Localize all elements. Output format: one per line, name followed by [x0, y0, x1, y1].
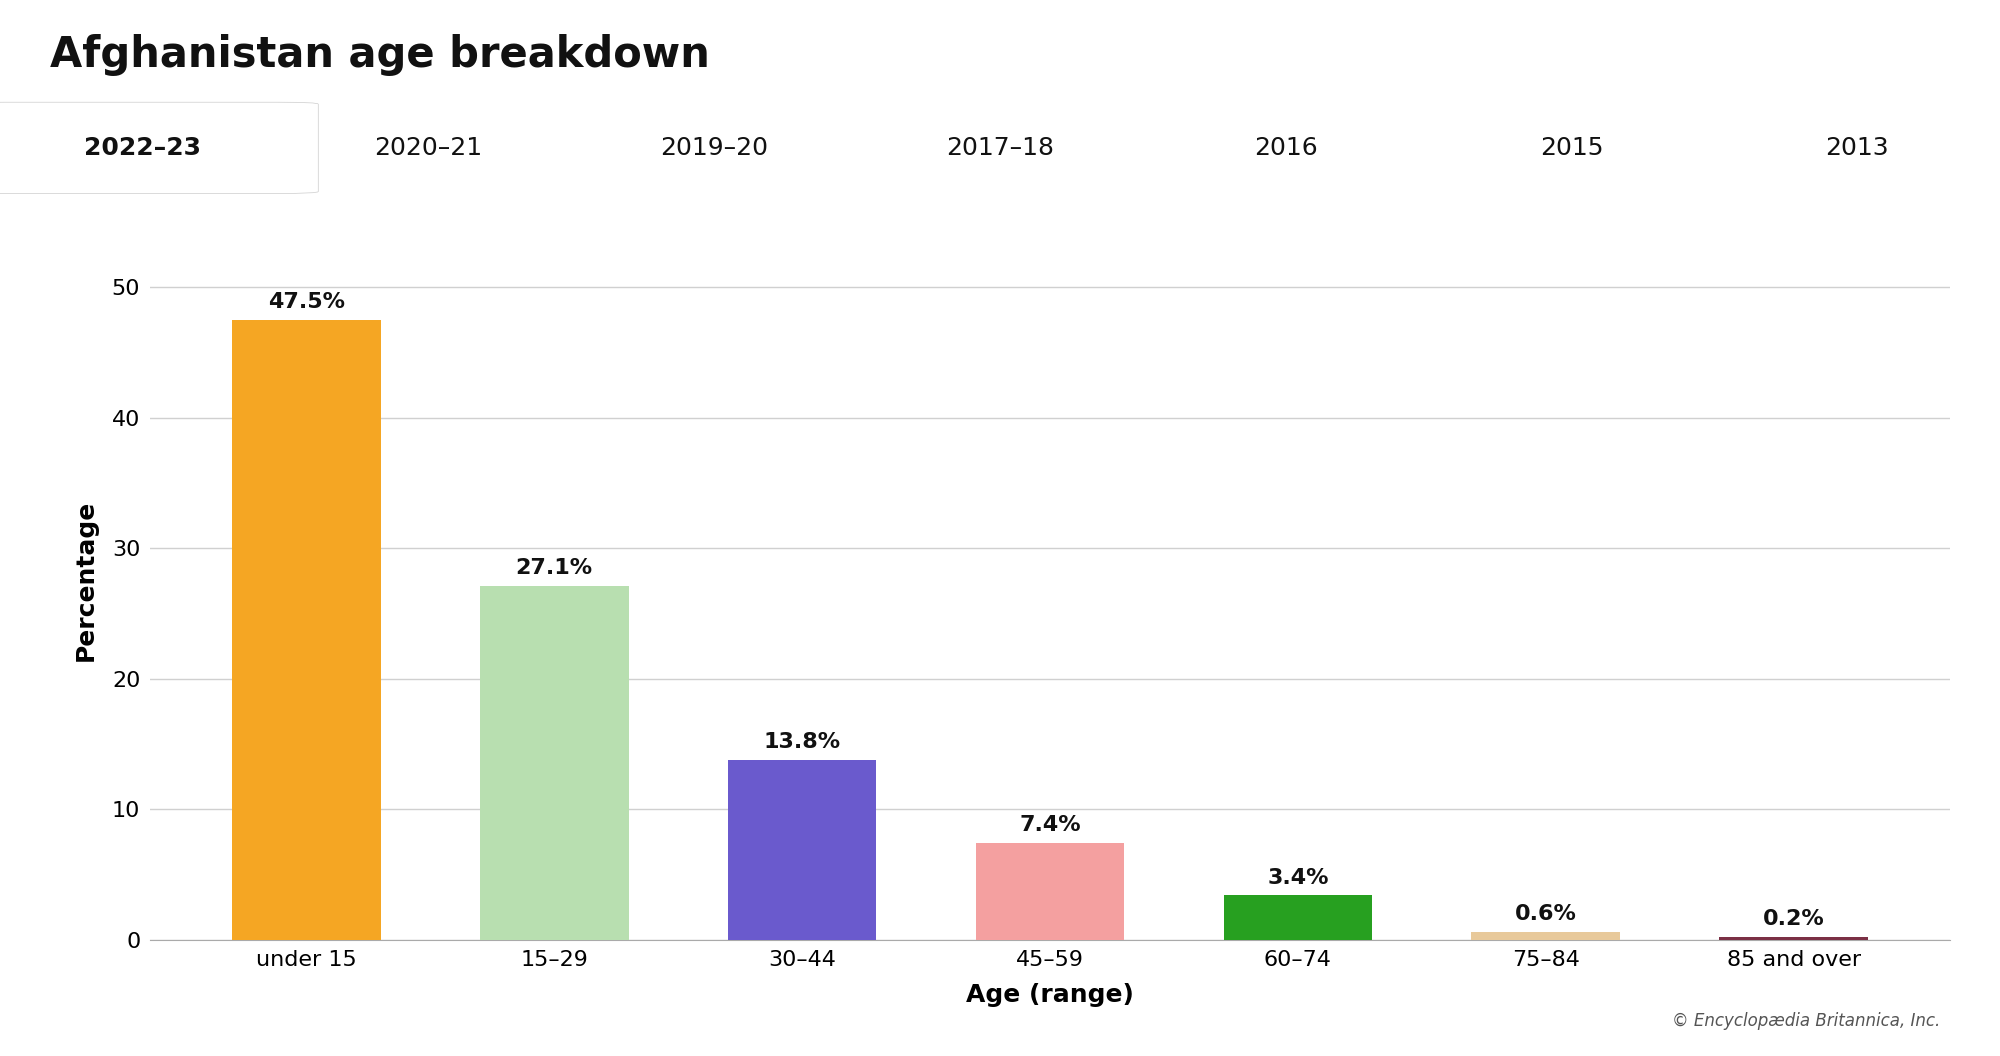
Text: 2015: 2015: [1540, 136, 1604, 159]
Text: 2022–23: 2022–23: [84, 136, 202, 159]
Bar: [1720, 938, 1868, 940]
X-axis label: Age (range): Age (range): [966, 983, 1134, 1007]
Text: 7.4%: 7.4%: [1020, 815, 1080, 835]
Text: 2019–20: 2019–20: [660, 136, 768, 159]
Text: 47.5%: 47.5%: [268, 291, 344, 312]
FancyBboxPatch shape: [0, 102, 318, 193]
Bar: [728, 759, 876, 940]
Text: 0.2%: 0.2%: [1762, 909, 1824, 929]
Y-axis label: Percentage: Percentage: [74, 501, 98, 661]
Text: 2020–21: 2020–21: [374, 136, 482, 159]
Text: 2016: 2016: [1254, 136, 1318, 159]
Text: 13.8%: 13.8%: [764, 732, 840, 752]
Text: 27.1%: 27.1%: [516, 559, 592, 579]
Bar: [1224, 895, 1372, 940]
Bar: [976, 844, 1124, 940]
Text: 3.4%: 3.4%: [1268, 868, 1328, 888]
Bar: [1472, 932, 1620, 940]
Bar: [232, 320, 380, 940]
Text: © Encyclopædia Britannica, Inc.: © Encyclopædia Britannica, Inc.: [1672, 1012, 1940, 1030]
Text: 2013: 2013: [1826, 136, 1888, 159]
Bar: [480, 586, 628, 940]
Text: 0.6%: 0.6%: [1514, 904, 1576, 924]
Text: Afghanistan age breakdown: Afghanistan age breakdown: [50, 34, 710, 76]
Text: 2017–18: 2017–18: [946, 136, 1054, 159]
